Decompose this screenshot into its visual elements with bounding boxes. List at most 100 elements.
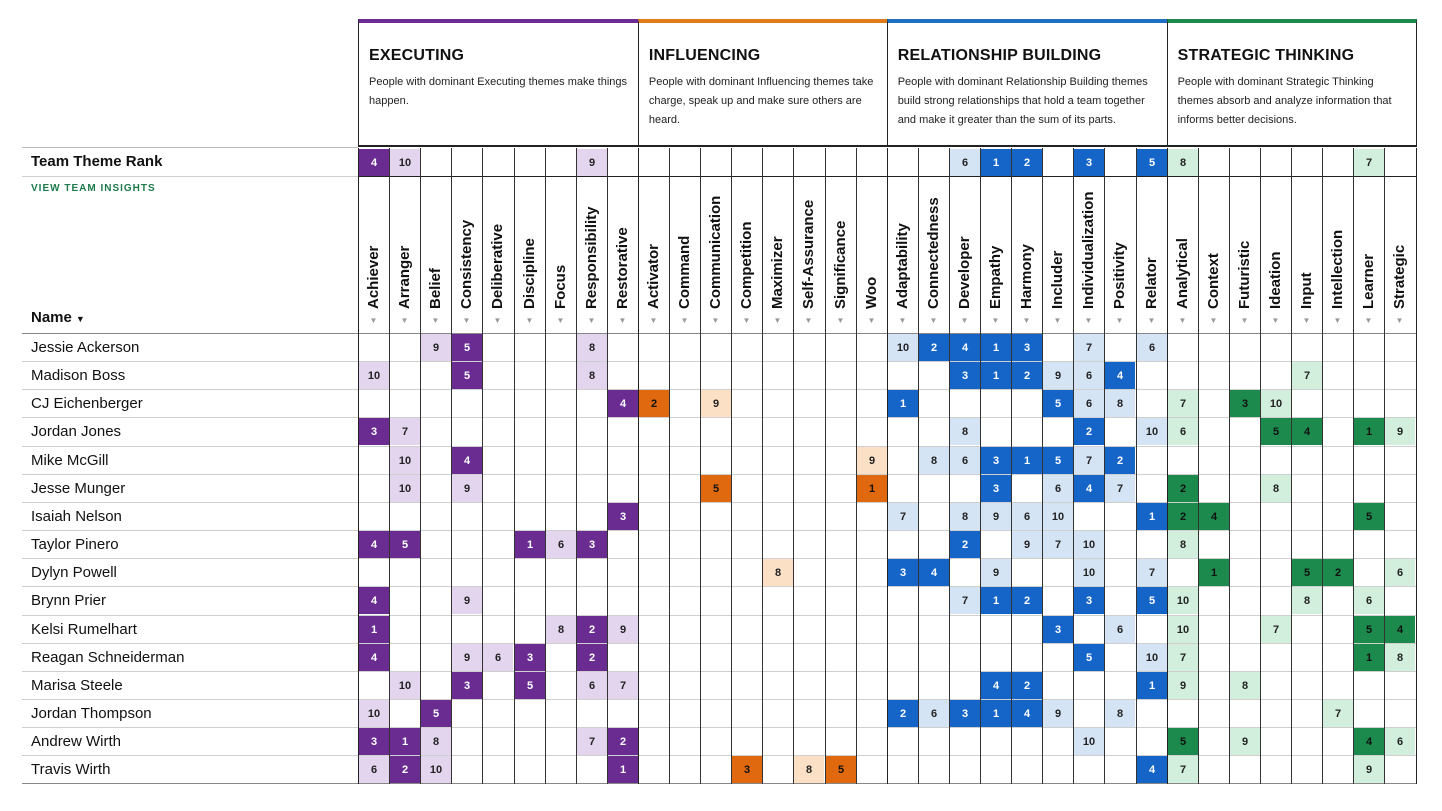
theme-header-positivity[interactable]: Positivity [1111, 242, 1128, 309]
theme-header-focus[interactable]: Focus [552, 264, 569, 309]
theme-header-futuristic[interactable]: Futuristic [1236, 240, 1253, 309]
row-divider [22, 502, 1417, 503]
member-name[interactable]: Madison Boss [31, 366, 126, 384]
sort-icon[interactable]: ▼ [649, 316, 658, 325]
member-name[interactable]: Reagan Schneiderman [31, 648, 185, 666]
sort-icon[interactable]: ▼ [1084, 316, 1093, 325]
sort-icon[interactable]: ▼ [618, 316, 627, 325]
member-name[interactable]: Isaiah Nelson [31, 507, 122, 525]
sort-icon[interactable]: ▼ [587, 316, 596, 325]
theme-header-responsibility[interactable]: Responsibility [583, 206, 600, 309]
theme-header-individualization[interactable]: Individualization [1080, 191, 1097, 309]
sort-icon[interactable]: ▼ [431, 316, 440, 325]
view-team-insights-link[interactable]: VIEW TEAM INSIGHTS [31, 183, 156, 194]
theme-rank-cell: 1 [981, 362, 1011, 389]
sort-icon[interactable]: ▼ [556, 316, 565, 325]
theme-header-consistency[interactable]: Consistency [458, 219, 475, 309]
theme-header-significance[interactable]: Significance [832, 220, 849, 309]
sort-icon[interactable]: ▼ [1053, 316, 1062, 325]
member-name[interactable]: Marisa Steele [31, 676, 123, 694]
sort-icon[interactable]: ▼ [1178, 316, 1187, 325]
theme-header-arranger[interactable]: Arranger [396, 245, 413, 309]
member-name[interactable]: Jesse Munger [31, 479, 126, 497]
sort-icon[interactable]: ▼ [898, 316, 907, 325]
theme-header-empathy[interactable]: Empathy [987, 245, 1004, 309]
member-name[interactable]: Jessie Ackerson [31, 338, 140, 356]
member-name[interactable]: CJ Eichenberger [31, 394, 143, 412]
member-name[interactable]: Kelsi Rumelhart [31, 620, 137, 638]
member-name[interactable]: Mike McGill [31, 451, 109, 469]
member-name[interactable]: Jordan Thompson [31, 704, 152, 722]
theme-header-strategic[interactable]: Strategic [1391, 244, 1408, 309]
sort-icon[interactable]: ▼ [680, 316, 689, 325]
sort-icon[interactable]: ▼ [1271, 316, 1280, 325]
sort-icon[interactable]: ▼ [711, 316, 720, 325]
sort-icon[interactable]: ▼ [991, 316, 1000, 325]
sort-icon[interactable]: ▼ [742, 316, 751, 325]
theme-rank-cell: 3 [359, 728, 389, 755]
sort-icon[interactable]: ▼ [369, 316, 378, 325]
theme-header-communication[interactable]: Communication [707, 195, 724, 309]
sort-icon[interactable]: ▼ [493, 316, 502, 325]
theme-header-input[interactable]: Input [1298, 272, 1315, 309]
theme-header-intellection[interactable]: Intellection [1329, 229, 1346, 309]
member-name[interactable]: Andrew Wirth [31, 732, 122, 750]
sort-descending-icon[interactable]: ▼ [75, 314, 85, 324]
theme-header-competition[interactable]: Competition [738, 221, 755, 310]
member-name[interactable]: Dylyn Powell [31, 563, 117, 581]
name-column-header[interactable]: Name ▼ [31, 309, 85, 326]
theme-header-restorative[interactable]: Restorative [614, 227, 631, 309]
sort-icon[interactable]: ▼ [1147, 316, 1156, 325]
member-name[interactable]: Travis Wirth [31, 760, 111, 778]
theme-header-activator[interactable]: Activator [645, 243, 662, 309]
theme-header-command[interactable]: Command [676, 235, 693, 309]
sort-icon[interactable]: ▼ [400, 316, 409, 325]
theme-header-analytical[interactable]: Analytical [1174, 238, 1191, 309]
sort-icon[interactable]: ▼ [867, 316, 876, 325]
member-name[interactable]: Brynn Prier [31, 591, 107, 609]
sort-icon[interactable]: ▼ [462, 316, 471, 325]
theme-rank-cell: 9 [608, 616, 638, 643]
team-rank-cell: 4 [359, 149, 389, 176]
sort-icon[interactable]: ▼ [773, 316, 782, 325]
grid-line [22, 333, 1417, 334]
theme-header-discipline[interactable]: Discipline [521, 238, 538, 309]
theme-header-relator[interactable]: Relator [1143, 257, 1160, 309]
sort-icon[interactable]: ▼ [525, 316, 534, 325]
theme-rank-cell: 3 [1074, 587, 1104, 614]
theme-header-woo[interactable]: Woo [863, 276, 880, 309]
sort-icon[interactable]: ▼ [1115, 316, 1124, 325]
theme-header-ideation[interactable]: Ideation [1267, 251, 1284, 309]
theme-header-maximizer[interactable]: Maximizer [769, 236, 786, 309]
sort-icon[interactable]: ▼ [1364, 316, 1373, 325]
sort-icon[interactable]: ▼ [1333, 316, 1342, 325]
theme-rank-cell: 7 [577, 728, 607, 755]
theme-header-deliberative[interactable]: Deliberative [489, 223, 506, 309]
theme-header-includer[interactable]: Includer [1049, 250, 1066, 309]
member-name[interactable]: Taylor Pinero [31, 535, 119, 553]
theme-header-learner[interactable]: Learner [1360, 253, 1377, 309]
theme-header-developer[interactable]: Developer [956, 236, 973, 309]
sort-icon[interactable]: ▼ [929, 316, 938, 325]
theme-header-harmony[interactable]: Harmony [1018, 243, 1035, 309]
theme-header-connectedness[interactable]: Connectedness [925, 197, 942, 309]
sort-icon[interactable]: ▼ [960, 316, 969, 325]
theme-rank-cell: 9 [1230, 728, 1260, 755]
sort-icon[interactable]: ▼ [1395, 316, 1404, 325]
sort-icon[interactable]: ▼ [1240, 316, 1249, 325]
sort-icon[interactable]: ▼ [804, 316, 813, 325]
theme-header-adaptability[interactable]: Adaptability [894, 223, 911, 309]
sort-icon[interactable]: ▼ [1209, 316, 1218, 325]
sort-icon[interactable]: ▼ [1302, 316, 1311, 325]
theme-header-self-assurance[interactable]: Self-Assurance [800, 199, 817, 309]
theme-rank-cell: 2 [1012, 362, 1042, 389]
theme-header-belief[interactable]: Belief [427, 268, 444, 309]
theme-rank-cell: 1 [359, 616, 389, 643]
theme-rank-cell: 9 [452, 475, 482, 502]
theme-header-context[interactable]: Context [1205, 253, 1222, 309]
sort-icon[interactable]: ▼ [1022, 316, 1031, 325]
theme-header-achiever[interactable]: Achiever [365, 245, 382, 309]
member-name[interactable]: Jordan Jones [31, 422, 122, 440]
column-divider [576, 148, 577, 784]
sort-icon[interactable]: ▼ [836, 316, 845, 325]
